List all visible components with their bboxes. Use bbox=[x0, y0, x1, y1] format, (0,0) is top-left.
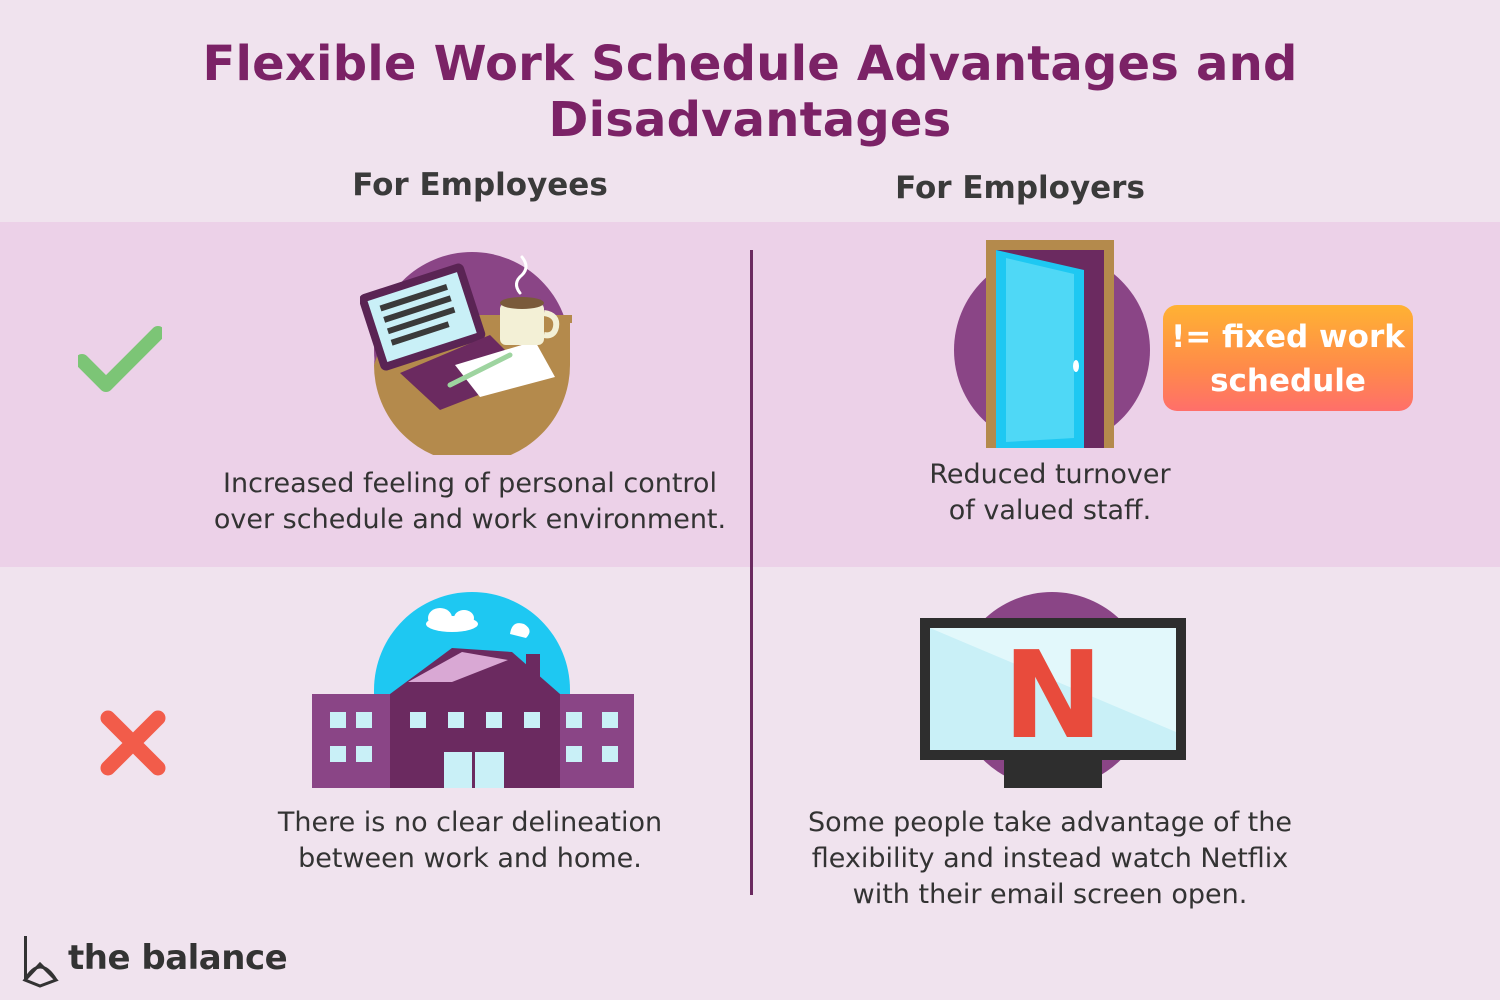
brand-name: the balance bbox=[68, 938, 288, 978]
caption-line: over schedule and work environment. bbox=[213, 504, 727, 535]
caption-line: There is no clear delineation bbox=[277, 807, 663, 838]
x-icon bbox=[100, 710, 166, 776]
column-header-employees: For Employees bbox=[352, 167, 608, 203]
caption-line: between work and home. bbox=[298, 843, 642, 874]
house-building-icon bbox=[312, 592, 634, 788]
fixed-schedule-badge: != fixed work schedule bbox=[1163, 305, 1413, 411]
employee-advantage-caption: Increased feeling of personal control ov… bbox=[170, 466, 770, 538]
employer-advantage-caption: Reduced turnover of valued staff. bbox=[850, 457, 1250, 529]
door-icon bbox=[954, 240, 1150, 448]
badge-line-2: schedule bbox=[1210, 363, 1366, 399]
employer-disadvantage-caption: Some people take advantage of the flexib… bbox=[780, 805, 1320, 913]
page-title: Flexible Work Schedule Advantages and Di… bbox=[202, 36, 1298, 148]
laptop-desk-icon bbox=[360, 252, 572, 455]
caption-line: with their email screen open. bbox=[852, 879, 1248, 910]
column-header-employers: For Employers bbox=[895, 170, 1145, 206]
caption-line: Increased feeling of personal control bbox=[223, 468, 717, 499]
column-divider bbox=[750, 250, 753, 895]
the-balance-logo: the balance bbox=[20, 934, 288, 988]
tv-netflix-icon: N bbox=[920, 592, 1186, 788]
caption-line: flexibility and instead watch Netflix bbox=[811, 843, 1289, 874]
caption-line: Some people take advantage of the bbox=[808, 807, 1292, 838]
badge-line-1: != fixed work bbox=[1171, 319, 1405, 355]
netflix-logo-letter: N bbox=[1003, 627, 1103, 766]
caption-line: of valued staff. bbox=[948, 495, 1152, 526]
check-icon bbox=[78, 326, 162, 392]
balance-logo-icon bbox=[22, 936, 59, 988]
employee-disadvantage-caption: There is no clear delineation between wo… bbox=[220, 805, 720, 877]
caption-line: Reduced turnover bbox=[929, 459, 1171, 490]
